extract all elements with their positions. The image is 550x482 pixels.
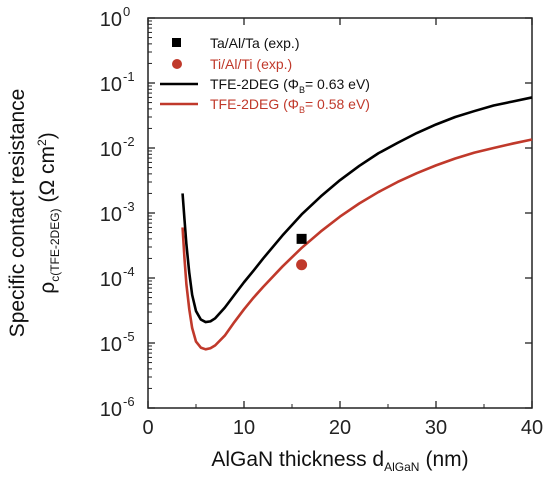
legend-red-sub: B: [299, 105, 305, 115]
x-axis-title-unit: (nm): [425, 448, 468, 471]
y-tick-exponent: -5: [123, 329, 135, 344]
x-tick-label: 40: [521, 417, 543, 439]
y-axis-unit: (Ω cm: [36, 146, 59, 203]
legend-red-suffix: = 0.58 eV): [305, 96, 370, 112]
y-tick-label: 10: [100, 74, 122, 96]
series-layer: [181, 96, 533, 351]
x-tick-label: 10: [233, 417, 255, 439]
y-tick-exponent: -6: [123, 394, 135, 409]
legend-black-symbol: Φ: [288, 76, 299, 92]
y-tick-label: 10: [100, 139, 122, 161]
legend-label-ti: Ti/Al/Ti (exp.): [210, 56, 292, 72]
y-tick-label: 10: [100, 269, 122, 291]
legend-red-symbol: Φ: [288, 96, 299, 112]
legend-label-ta: Ta/Al/Ta (exp.): [210, 35, 299, 51]
x-axis-title-main: AlGaN thickness d: [211, 448, 384, 471]
y-tick-label: 10: [100, 334, 122, 356]
x-tick-label: 0: [142, 417, 153, 439]
legend-marker-circle: [172, 59, 182, 69]
y-axis-unit-close: ): [36, 132, 59, 139]
y-tick-exponent: -4: [123, 264, 135, 279]
legend-black-prefix: TFE-2DEG (: [210, 76, 288, 92]
data-point-circle: [296, 259, 308, 271]
data-point-square: [296, 233, 307, 244]
x-axis-ticks: 0 10 20 30 40: [142, 18, 543, 439]
x-axis-title-sub: AlGaN: [384, 460, 419, 474]
legend-label-black-line: TFE-2DEG (ΦB= 0.63 eV): [210, 76, 370, 95]
series-line-2: [181, 96, 533, 324]
y-tick-label: 10: [100, 204, 122, 226]
y-tick-exponent: -2: [123, 134, 135, 149]
x-axis-title: AlGaN thickness dAlGaN (nm): [211, 448, 468, 474]
x-tick-label: 30: [425, 417, 447, 439]
y-axis-unit-sup: 2: [35, 139, 49, 146]
legend-black-sub: B: [299, 85, 305, 95]
legend-red-prefix: TFE-2DEG (: [210, 96, 288, 112]
y-tick-exponent: -1: [123, 69, 135, 84]
y-axis-rho: ρ: [36, 282, 59, 294]
legend: Ta/Al/Ta (exp.) Ti/Al/Ti (exp.) TFE-2DEG…: [160, 35, 370, 115]
y-axis-title-line2: ρc(TFE-2DEG) (Ω cm2): [35, 132, 62, 294]
y-axis-title-line1: Specific contact resistance: [6, 89, 29, 338]
y-tick-exponent: 0: [123, 4, 130, 19]
y-tick-label: 10: [100, 9, 122, 31]
x-tick-label: 20: [329, 417, 351, 439]
legend-marker-square: [172, 38, 181, 47]
legend-label-red-line: TFE-2DEG (ΦB= 0.58 eV): [210, 96, 370, 115]
legend-black-suffix: = 0.63 eV): [305, 76, 370, 92]
y-axis-rho-sub: c(TFE-2DEG): [48, 208, 62, 281]
y-tick-label: 10: [100, 399, 122, 421]
series-line-3: [181, 138, 533, 351]
y-tick-exponent: -3: [123, 199, 135, 214]
